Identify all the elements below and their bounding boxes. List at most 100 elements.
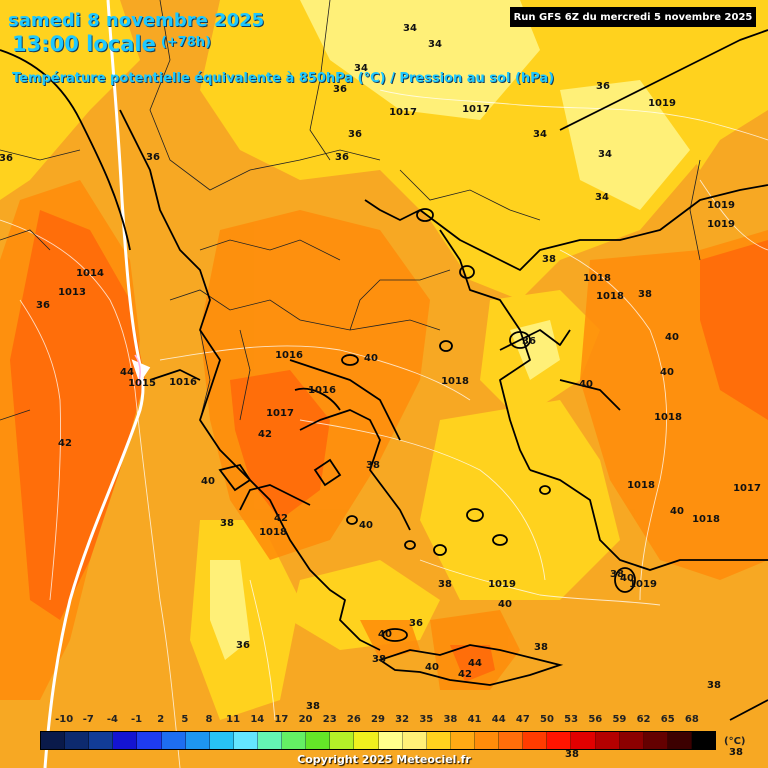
- legend-tick-label: 68: [684, 714, 699, 725]
- iso-value-label: 34: [428, 39, 442, 50]
- legend-swatch: [426, 732, 451, 749]
- dark-orange-zones: [10, 210, 768, 682]
- iso-value-label: 38: [220, 518, 234, 529]
- legend-swatch: [282, 732, 307, 749]
- legend-tick-label: 23: [322, 714, 337, 725]
- iso-value-label: 38: [707, 680, 721, 691]
- iso-value-label: 40: [620, 573, 634, 584]
- iso-value-label: 1018: [596, 291, 624, 302]
- iso-value-label: 1019: [707, 200, 735, 211]
- forecast-time-label: 13:00 locale: [12, 32, 156, 56]
- legend-tick-label: 20: [298, 714, 313, 725]
- legend-swatch: [595, 732, 620, 749]
- iso-value-label: 1016: [275, 350, 303, 361]
- iso-value-label: 36: [409, 618, 423, 629]
- legend-swatch: [474, 732, 500, 749]
- iso-value-label: 40: [201, 476, 215, 487]
- iso-value-label: 38: [306, 701, 320, 712]
- iso-value-label: 38: [372, 654, 386, 665]
- iso-value-label: 40: [498, 599, 512, 610]
- legend-tick-label: 17: [274, 714, 289, 725]
- iso-value-label: 36: [36, 300, 50, 311]
- legend-swatch: [450, 732, 475, 749]
- legend-tick-label: -4: [106, 714, 118, 725]
- legend-tick-label: -1: [131, 714, 143, 725]
- legend-tick-label: 35: [419, 714, 434, 725]
- legend-swatch: [89, 732, 114, 749]
- iso-value-label: 38: [542, 254, 556, 265]
- legend-tick-label: 59: [612, 714, 627, 725]
- legend-tick-label: 47: [515, 714, 530, 725]
- iso-value-label: 1017: [733, 483, 761, 494]
- legend-tick-label: 11: [226, 714, 241, 725]
- legend-swatch: [41, 732, 66, 749]
- iso-value-label: 40: [665, 332, 679, 343]
- iso-value-label: 1018: [654, 412, 682, 423]
- legend-unit: (°C): [724, 736, 746, 747]
- iso-value-label: 1018: [583, 273, 611, 284]
- iso-value-label: 36: [335, 152, 349, 163]
- legend-swatch: [137, 732, 162, 749]
- iso-value-label: 1014: [76, 268, 104, 279]
- iso-value-label: 40: [670, 506, 684, 517]
- yellow-zones: [0, 0, 768, 720]
- iso-value-label: 34: [533, 129, 547, 140]
- legend-tick-label: 62: [636, 714, 651, 725]
- legend-tick-label: 14: [250, 714, 265, 725]
- iso-value-label: 38: [565, 749, 579, 760]
- iso-value-label: 1018: [692, 514, 720, 525]
- iso-value-label: 38: [534, 642, 548, 653]
- legend-swatch: [65, 732, 90, 749]
- legend-tick-label: 2: [157, 714, 165, 725]
- iso-value-label: 1018: [627, 480, 655, 491]
- iso-value-label: 1017: [462, 104, 490, 115]
- iso-value-label: 1017: [389, 107, 417, 118]
- iso-value-label: 42: [58, 438, 72, 449]
- iso-value-label: 38: [438, 579, 452, 590]
- iso-value-labels: 1014 1013 1015 1016 1016 1016 1017 1018 1018 1017…: [0, 23, 761, 760]
- legend-swatch: [378, 732, 403, 749]
- iso-value-label: 1019: [488, 579, 516, 590]
- legend-swatch: [523, 732, 548, 749]
- legend-swatch: [209, 732, 234, 749]
- legend-swatch: [257, 732, 283, 749]
- legend-swatch: [402, 732, 427, 749]
- iso-value-label: 1016: [169, 377, 197, 388]
- iso-value-label: 42: [458, 669, 472, 680]
- iso-value-label: 40: [364, 353, 378, 364]
- legend-swatch: [330, 732, 355, 749]
- iso-value-label: 44: [468, 658, 482, 669]
- iso-value-label: 36: [348, 129, 362, 140]
- legend-swatch: [643, 732, 668, 749]
- iso-value-label: 1013: [58, 287, 86, 298]
- iso-value-label: 1019: [707, 219, 735, 230]
- iso-value-label: 40: [579, 379, 593, 390]
- iso-value-label: 36: [0, 153, 13, 164]
- legend-tick-label: -7: [82, 714, 94, 725]
- iso-value-label: 1018: [259, 527, 287, 538]
- iso-value-label: 36: [236, 640, 250, 651]
- legend-swatch: [667, 732, 692, 749]
- legend-swatch: [499, 732, 524, 749]
- iso-value-label: 38: [638, 289, 652, 300]
- iso-value-label: 38: [729, 747, 743, 758]
- front-lines: [43, 0, 151, 768]
- legend-swatch: [691, 732, 716, 749]
- legend-tick-label: 50: [540, 714, 554, 725]
- iso-value-label: 38: [366, 460, 380, 471]
- legend-tick-label: 53: [564, 714, 579, 725]
- map-subtitle: Température potentielle équivalente à 85…: [12, 71, 555, 86]
- legend-tick-label: 5: [181, 714, 189, 725]
- iso-value-label: 40: [378, 629, 392, 640]
- iso-value-label: 34: [354, 63, 368, 74]
- legend-tick-label: 8: [205, 714, 213, 725]
- iso-value-label: 1019: [648, 98, 676, 109]
- legend-tick-label: 26: [346, 714, 361, 725]
- iso-value-label: 44: [120, 367, 134, 378]
- isobars: [0, 89, 768, 768]
- copyright: Copyright 2025 Meteociel.fr: [297, 753, 471, 766]
- iso-value-label: 1017: [266, 408, 294, 419]
- color-legend: [40, 731, 716, 750]
- front-lines-pink: [134, 354, 141, 386]
